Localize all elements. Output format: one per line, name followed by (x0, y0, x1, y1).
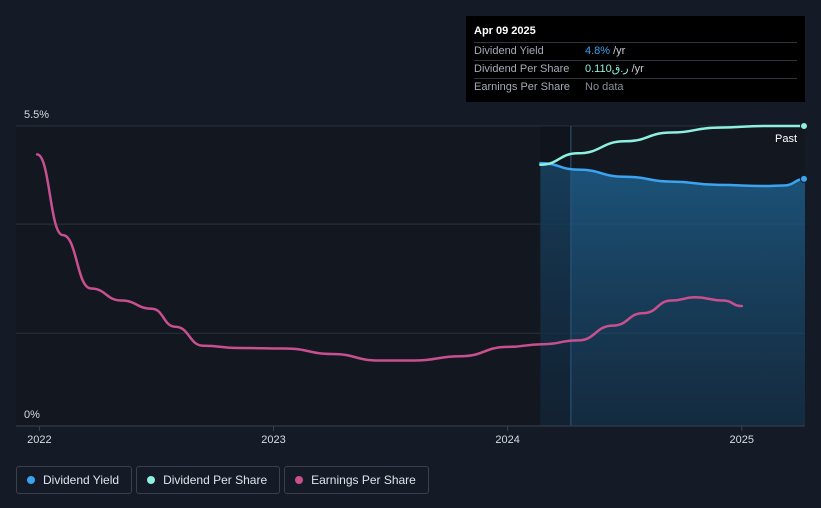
earnings-per-share-line (35, 153, 744, 362)
tooltip-unit: /yr (631, 63, 644, 75)
tooltip-label: Dividend Per Share (474, 63, 570, 75)
x-tick-label: 2024 (495, 434, 519, 446)
legend-dot-icon (27, 476, 35, 484)
axes: 5.5% 0% 2022 2023 2024 2025 (16, 109, 805, 446)
y-tick-label: 5.5% (24, 109, 49, 121)
past-label: Past (775, 133, 797, 145)
tooltip-value: 4.8% (585, 45, 611, 57)
dividend-yield-end-marker (800, 174, 808, 183)
dividend-per-share-end-marker (800, 122, 808, 130)
tooltip-row-earnings-per-share: Earnings Per Share No data (474, 78, 797, 96)
x-tick-label: 2022 (27, 434, 51, 446)
series-lines (35, 122, 808, 362)
dividend-yield-line (539, 161, 807, 188)
tooltip-row-dividend-per-share: Dividend Per Share 0.110ر.ق /yr (474, 60, 797, 78)
legend-label: Dividend Yield (43, 473, 120, 487)
x-tick-label: 2023 (261, 434, 285, 446)
legend-label: Earnings Per Share (311, 473, 416, 487)
legend: Dividend Yield Dividend Per Share Earnin… (16, 466, 429, 494)
past-shade (540, 126, 571, 426)
tooltip: Apr 09 2025 Dividend Yield 4.8% /yr Divi… (466, 16, 805, 102)
x-tick-label: 2025 (730, 434, 754, 446)
tooltip-row-dividend-yield: Dividend Yield 4.8% /yr (474, 42, 797, 60)
tooltip-value: No data (585, 81, 624, 93)
legend-label: Dividend Per Share (163, 473, 268, 487)
tooltip-label: Earnings Per Share (474, 81, 570, 93)
legend-dot-icon (147, 476, 156, 484)
tooltip-label: Dividend Yield (474, 45, 544, 57)
y-tick-label: 0% (24, 409, 40, 421)
dividend-yield-area (540, 163, 805, 426)
tooltip-date: Apr 09 2025 (474, 25, 536, 37)
legend-dot-icon (295, 476, 304, 484)
tooltip-value: 0.110ر.ق (585, 63, 629, 75)
legend-item-dividend-per-share[interactable]: Dividend Per Share (136, 466, 281, 494)
past-region: Past (540, 126, 805, 426)
dividend-per-share-line (539, 124, 807, 166)
legend-item-earnings-per-share[interactable]: Earnings Per Share (284, 466, 429, 494)
tooltip-unit: /yr (613, 45, 626, 57)
legend-item-dividend-yield[interactable]: Dividend Yield (16, 466, 133, 494)
